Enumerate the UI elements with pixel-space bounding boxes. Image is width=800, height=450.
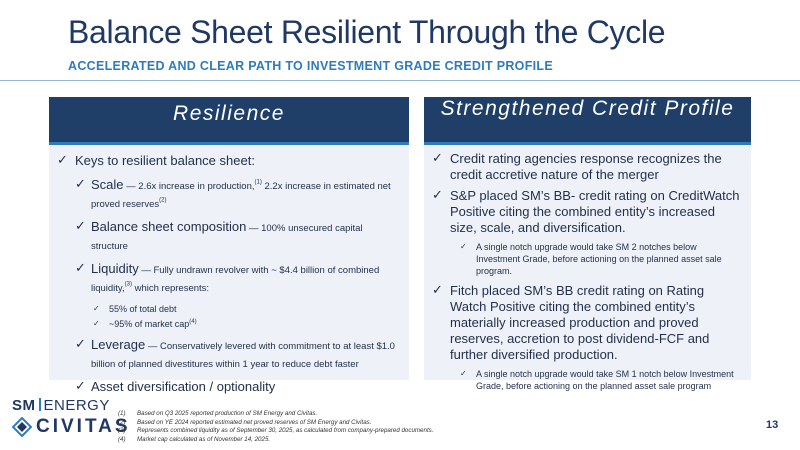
- liquidity-text-2: which represents:: [131, 283, 210, 294]
- page-number: 13: [766, 419, 779, 431]
- leverage-title: Leverage: [91, 337, 146, 352]
- liquidity-text-1: — Fully undrawn revolver with ~ $4.4 bil…: [91, 265, 380, 294]
- liquidity-sub-2: ~95% of market cap: [109, 319, 190, 329]
- footnote: (3) Represents combined liquidity as of S…: [118, 427, 434, 435]
- company-logos: SM ENERGY CIVITAS: [12, 397, 131, 438]
- checkmark-icon: ✓: [460, 242, 467, 251]
- bullet-sp-upgrade: ✓ A single notch upgrade would take SM 2…: [460, 241, 741, 277]
- civitas-mark-icon: [12, 417, 32, 437]
- fitch-upgrade-text: A single notch upgrade would take SM 1 n…: [476, 369, 734, 391]
- keys-text: Keys to resilient balance sheet:: [75, 153, 255, 168]
- credit-profile-panel: Strengthened Credit Profile ✓ Credit rat…: [424, 97, 751, 391]
- sp-upgrade-text: A single notch upgrade would take SM 2 n…: [476, 242, 722, 276]
- resilience-panel: Resilience ✓ Keys to resilient balance s…: [49, 97, 409, 394]
- checkmark-icon: ✓: [460, 369, 467, 378]
- liquidity-sub-1: 55% of total debt: [109, 304, 177, 314]
- sp-rating-text: S&P placed SM’s BB- credit rating on Cre…: [450, 188, 740, 235]
- bullet-rating-agencies: ✓ Credit rating agencies response recogn…: [432, 151, 741, 183]
- checkmark-icon: ✓: [75, 337, 86, 352]
- rating-agencies-text: Credit rating agencies response recogniz…: [450, 151, 722, 182]
- checkmark-icon: ✓: [57, 153, 68, 168]
- checkmark-icon: ✓: [432, 188, 443, 203]
- bullet-fitch-upgrade: ✓ A single notch upgrade would take SM 1…: [460, 368, 741, 392]
- page-title: Balance Sheet Resilient Through the Cycl…: [68, 14, 666, 50]
- bullet-balance-sheet-composition: ✓ Balance sheet composition — 100% unsec…: [75, 219, 401, 255]
- footnote-ref-1: (1): [254, 179, 262, 186]
- scale-text-1: — 2.6x increase in production,: [123, 181, 255, 192]
- checkmark-icon: ✓: [93, 319, 100, 328]
- logo-civitas-text: CIVITAS: [36, 416, 131, 437]
- logo-energy-text: ENERGY: [43, 397, 110, 414]
- title-divider: [0, 80, 800, 81]
- liquidity-title: Liquidity: [91, 261, 139, 276]
- bullet-liquidity: ✓ Liquidity — Fully undrawn revolver wit…: [75, 261, 401, 297]
- bullet-keys: ✓ Keys to resilient balance sheet:: [57, 153, 401, 169]
- bsc-title: Balance sheet composition: [91, 219, 247, 234]
- bullet-leverage: ✓ Leverage — Conservatively levered with…: [75, 337, 401, 373]
- checkmark-icon: ✓: [75, 261, 86, 276]
- bullet-fitch-rating: ✓ Fitch placed SM’s BB credit rating on …: [432, 283, 741, 363]
- bullet-liquidity-market-cap: ✓ ~95% of market cap(4): [93, 318, 401, 330]
- footnote-ref-2: (2): [159, 197, 167, 204]
- fitch-rating-text: Fitch placed SM’s BB credit rating on Ra…: [450, 283, 710, 362]
- page-subtitle: ACCELERATED AND CLEAR PATH TO INVESTMENT…: [68, 59, 553, 73]
- sm-energy-logo: SM ENERGY: [12, 397, 131, 414]
- resilience-heading: Resilience: [49, 97, 409, 145]
- checkmark-icon: ✓: [432, 151, 443, 166]
- footnote-ref-4: (4): [189, 319, 197, 325]
- checkmark-icon: ✓: [93, 304, 100, 313]
- bullet-sp-rating: ✓ S&P placed SM’s BB- credit rating on C…: [432, 188, 741, 236]
- bullet-asset-diversification: ✓ Asset diversification / optionality: [75, 379, 401, 395]
- civitas-logo: CIVITAS: [12, 416, 131, 438]
- footnote: (4) Market cap calculated as of November …: [118, 435, 271, 443]
- footnotes: (1) Based on Q3 2025 reported production …: [118, 410, 433, 444]
- checkmark-icon: ✓: [75, 177, 86, 192]
- checkmark-icon: ✓: [75, 379, 86, 394]
- scale-title: Scale: [91, 177, 124, 192]
- footnote-ref-3: (3): [124, 281, 132, 288]
- checkmark-icon: ✓: [75, 219, 86, 234]
- leverage-text: — Conservatively levered with commitment…: [91, 341, 395, 370]
- bsc-text: — 100% unsecured capital structure: [91, 223, 363, 252]
- logo-sm-text: SM: [12, 397, 36, 414]
- checkmark-icon: ✓: [432, 283, 443, 298]
- asset-text: Asset diversification / optionality: [91, 379, 276, 394]
- footnote: (1) Based on Q3 2025 reported production …: [118, 410, 318, 417]
- footnote: (2) Based on YE 2024 reported estimated n…: [118, 418, 372, 426]
- bullet-liquidity-debt: ✓ 55% of total debt: [93, 303, 401, 315]
- scale-text-2: 2.2x increase in estimated net proved re…: [91, 181, 391, 210]
- bullet-scale: ✓ Scale — 2.6x increase in production,(1…: [75, 177, 401, 213]
- credit-profile-heading: Strengthened Credit Profile: [424, 97, 751, 145]
